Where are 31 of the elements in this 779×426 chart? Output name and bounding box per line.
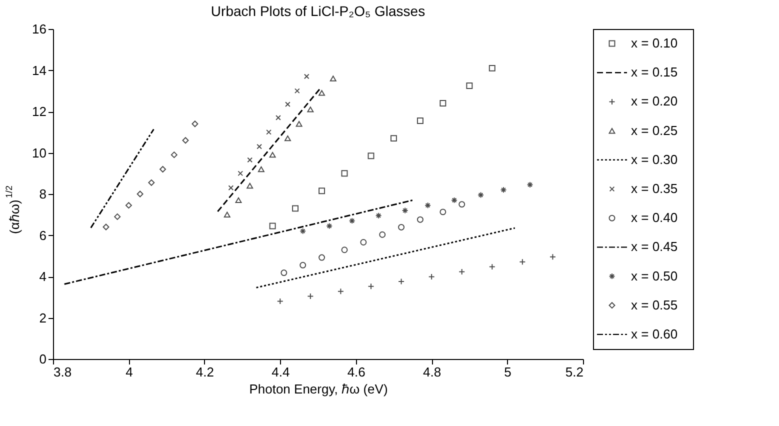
legend-label: x = 0.35 xyxy=(631,181,678,196)
legend-label: x = 0.55 xyxy=(631,297,678,312)
x-tick-label: 3.8 xyxy=(54,364,72,380)
y-tick-label: 12 xyxy=(32,104,46,119)
chart-title: Urbach Plots of LiCl-P₂O₅ Glasses xyxy=(210,3,426,19)
legend-label: x = 0.10 xyxy=(631,36,678,51)
x-tick-label: 4 xyxy=(126,364,133,380)
legend-label: x = 0.25 xyxy=(631,122,678,138)
x-tick-label: 4.4 xyxy=(272,364,290,380)
y-axis-title: (αℏω)1/2 xyxy=(4,185,22,234)
legend-label: x = 0.50 xyxy=(631,268,678,284)
x-tick-label: 4.6 xyxy=(347,364,366,380)
y-tick-label: 4 xyxy=(39,269,46,284)
y-tick-label: 14 xyxy=(32,62,46,78)
x-axis-title: Photon Energy, ℏω (eV) xyxy=(249,382,388,396)
y-tick-label: 6 xyxy=(39,228,46,243)
x-tick-label: 5.2 xyxy=(565,364,584,380)
y-tick-label: 10 xyxy=(32,145,46,160)
legend-label: x = 0.45 xyxy=(631,239,678,254)
x-tick-label: 4.2 xyxy=(196,364,214,380)
legend-label: x = 0.40 xyxy=(631,210,678,226)
x-tick-label: 5 xyxy=(504,364,512,380)
legend-label: x = 0.15 xyxy=(631,64,678,80)
legend-label: x = 0.30 xyxy=(631,152,678,167)
legend-label: x = 0.20 xyxy=(631,94,678,109)
y-tick-label: 8 xyxy=(39,186,46,202)
y-tick-label: 0 xyxy=(39,352,46,366)
y-tick-label: 2 xyxy=(39,310,46,326)
x-tick-label: 4.8 xyxy=(423,364,442,380)
legend-label: x = 0.60 xyxy=(631,326,678,342)
y-tick-label: 16 xyxy=(32,22,46,36)
